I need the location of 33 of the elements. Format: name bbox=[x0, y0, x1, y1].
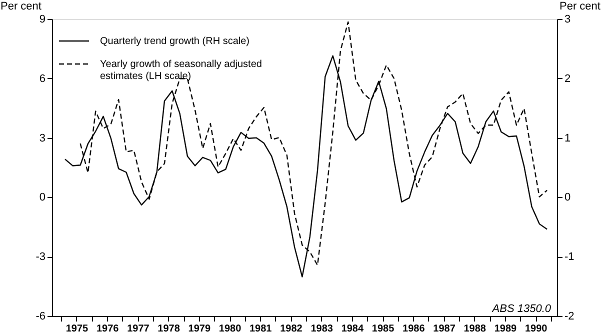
y2-tick-label: -2 bbox=[564, 310, 574, 322]
x-tick-label: 1984 bbox=[341, 324, 364, 334]
annotation: ABS 1350.0 bbox=[491, 303, 552, 315]
x-tick-label: 1978 bbox=[158, 324, 180, 334]
y-tick-label: 6 bbox=[39, 72, 46, 85]
legend-label: Yearly growth of seasonally adjusted estimates (LH scale) bbox=[100, 59, 262, 82]
x-tick-label: 1975 bbox=[66, 324, 89, 334]
y2-tick-label: 0 bbox=[564, 192, 571, 204]
y-tick-label: 9 bbox=[39, 14, 46, 26]
y-tick-label: -3 bbox=[36, 251, 46, 264]
y-tick-label: 0 bbox=[39, 192, 46, 204]
y2-tick-label: 3 bbox=[564, 14, 571, 26]
x-tick-label: 1980 bbox=[218, 324, 242, 334]
legend-label: Quarterly trend growth (RH scale) bbox=[100, 36, 250, 47]
x-tick-label: 1990 bbox=[524, 324, 548, 334]
y2-tick-label: 1 bbox=[564, 132, 571, 144]
x-tick-label: 1982 bbox=[280, 324, 303, 334]
x-tick-label: 1976 bbox=[96, 324, 120, 334]
y-tick-label: 3 bbox=[39, 132, 46, 144]
x-tick-label: 1987 bbox=[433, 324, 456, 334]
x-tick-label: 1981 bbox=[249, 324, 272, 334]
y2-tick-label: 2 bbox=[564, 72, 571, 85]
y-axis-title: Per cent bbox=[0, 0, 42, 12]
x-tick-label: 1986 bbox=[402, 324, 426, 334]
x-tick-label: 1985 bbox=[372, 324, 395, 334]
x-tick-label: 1983 bbox=[310, 324, 334, 334]
x-tick-label: 1977 bbox=[127, 324, 150, 334]
x-tick-label: 1989 bbox=[494, 324, 518, 334]
y2-axis-title: Per cent bbox=[560, 0, 600, 12]
y-tick-label: -6 bbox=[36, 310, 46, 322]
x-tick-label: 1988 bbox=[464, 324, 486, 334]
x-tick-label: 1979 bbox=[188, 324, 211, 334]
y2-tick-label: -1 bbox=[564, 251, 574, 264]
